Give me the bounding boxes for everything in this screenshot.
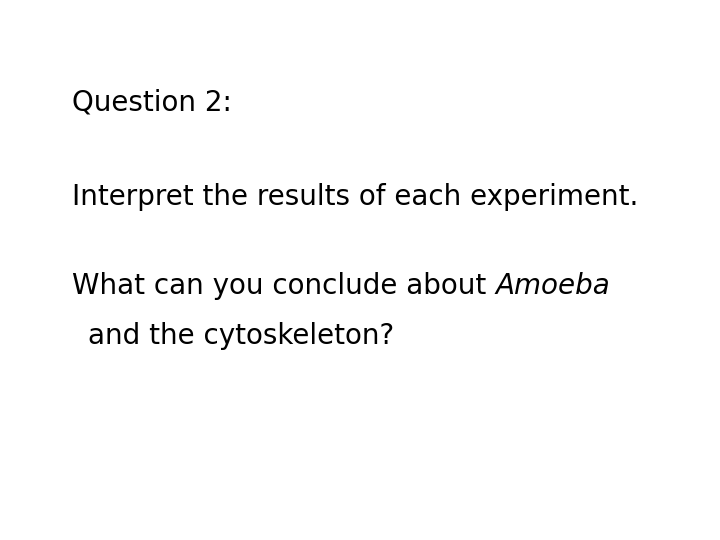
Text: Movement: Movement [9, 43, 120, 63]
Text: Question 2:: Question 2: [72, 88, 232, 116]
Text: and the cytoskeleton?: and the cytoskeleton? [88, 322, 394, 350]
Text: What can you conclude about: What can you conclude about [72, 272, 495, 300]
Text: The Role of Microfilaments in Cell: The Role of Microfilaments in Cell [255, 4, 605, 24]
Text: Working with Data 5.1:: Working with Data 5.1: [9, 4, 255, 24]
Text: Interpret the results of each experiment.: Interpret the results of each experiment… [72, 183, 639, 211]
Text: Amoeba: Amoeba [495, 272, 610, 300]
